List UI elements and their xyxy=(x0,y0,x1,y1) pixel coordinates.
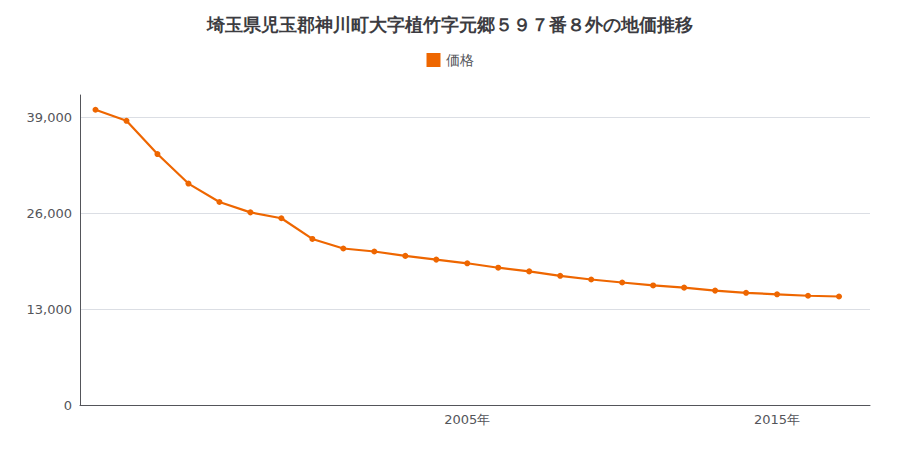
svg-text:13,000: 13,000 xyxy=(27,302,73,317)
svg-text:価格: 価格 xyxy=(446,52,474,68)
svg-text:2005年: 2005年 xyxy=(444,412,490,427)
svg-text:埼玉県児玉郡神川町大字植竹字元郷５９７番８外の地価推移: 埼玉県児玉郡神川町大字植竹字元郷５９７番８外の地価推移 xyxy=(206,14,693,35)
svg-text:2015年: 2015年 xyxy=(754,412,800,427)
svg-text:0: 0 xyxy=(64,398,72,413)
svg-text:26,000: 26,000 xyxy=(27,206,73,221)
svg-text:39,000: 39,000 xyxy=(27,110,73,125)
